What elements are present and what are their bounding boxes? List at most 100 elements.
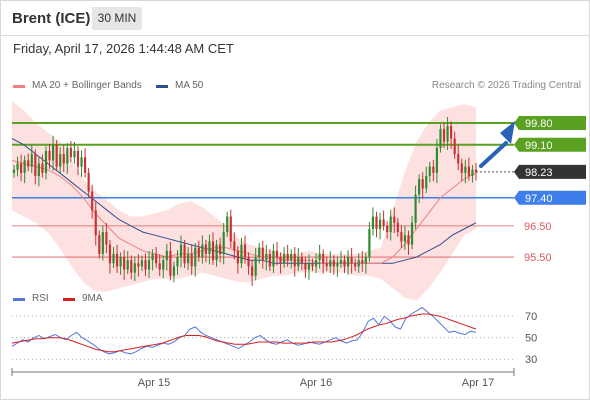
candle-body [279, 257, 282, 264]
candle-body [272, 250, 275, 267]
chart-datetime: Friday, April 17, 2026 1:44:48 AM CET [13, 41, 234, 56]
candle-body [140, 260, 144, 267]
candle-body [158, 263, 161, 270]
level-tag-99-80 [514, 115, 586, 130]
candle-body [361, 260, 364, 264]
candle-body [94, 210, 97, 236]
candle-body [293, 253, 296, 267]
candle-body [297, 257, 300, 267]
candle-body [329, 260, 332, 267]
candle-body [332, 260, 335, 267]
candle-body [403, 235, 407, 242]
candle-body [325, 263, 328, 267]
candle-body [407, 235, 410, 245]
candle-body [243, 244, 247, 258]
candle-body [73, 151, 76, 158]
candle-body [91, 191, 94, 211]
candle-body [457, 154, 460, 164]
candle-body [378, 219, 382, 229]
candle-body [460, 163, 463, 173]
candle-body [357, 260, 360, 267]
candle-body [268, 253, 271, 267]
forecast-arrow-shaft [479, 141, 508, 168]
x-tick-label-apr-16: Apr 16 [300, 377, 332, 389]
candle-body [226, 216, 229, 233]
candle-body [179, 244, 183, 258]
candle-body [261, 247, 264, 261]
candle-body [290, 253, 293, 261]
candle-body [87, 172, 90, 192]
candle-body [386, 225, 389, 233]
candle-body [396, 222, 399, 233]
ma20-legend-swatch [13, 85, 25, 88]
forecast-arrowhead [500, 121, 515, 144]
candle-body [66, 147, 69, 164]
candle-body [169, 250, 172, 276]
candle-body [55, 144, 58, 167]
ma20-legend-label: MA 20 + Bollinger Bands [32, 80, 142, 91]
x-tick-label-apr-15: Apr 15 [138, 377, 170, 389]
rsi-legend-label: RSI [32, 293, 49, 304]
candle-body [364, 257, 367, 264]
candlestick-series [12, 117, 478, 287]
candle-body [314, 260, 318, 267]
candle-body [400, 232, 403, 242]
level-label-99-80: 99.80 [525, 118, 553, 130]
candle-body [307, 263, 311, 270]
candle-body [450, 126, 453, 139]
candle-body [251, 266, 254, 276]
candle-body [219, 244, 222, 254]
candle-body [421, 179, 424, 189]
level-label-99-10: 99.10 [525, 140, 553, 152]
candle-body [211, 241, 215, 261]
candle-body [187, 253, 190, 264]
candle-body [123, 257, 126, 270]
candle-body [354, 263, 357, 267]
candle-body [282, 253, 286, 264]
rsi-ma9-line [11, 313, 477, 353]
candle-body [162, 260, 165, 270]
candle-body [130, 260, 133, 273]
candle-body [425, 175, 428, 189]
candle-body [346, 257, 350, 267]
ma9-legend-swatch [63, 298, 75, 301]
bollinger-band-area [12, 101, 476, 301]
candle-body [464, 166, 467, 173]
candle-body [69, 147, 72, 158]
candle-body [414, 194, 417, 223]
candle-body [201, 244, 204, 258]
timeframe-badge[interactable]: 30 MIN [92, 7, 142, 30]
candle-body [37, 163, 40, 176]
candle-body [115, 253, 119, 267]
candle-body [190, 253, 193, 267]
candle-body [51, 144, 55, 161]
candle-body [471, 169, 474, 176]
candle-body [446, 126, 449, 142]
chart-header: Brent (ICE) 30 MIN [0, 0, 590, 36]
candle-body [151, 253, 154, 261]
candle-body [155, 253, 158, 264]
candle-body [247, 257, 250, 267]
candle-body [197, 247, 200, 258]
candle-body [254, 257, 257, 276]
candle-body [98, 235, 101, 254]
candle-body [30, 154, 33, 167]
candle-body [12, 169, 16, 173]
candle-body [265, 253, 268, 261]
candle-body [172, 266, 176, 276]
candle-body [133, 263, 136, 273]
candle-body [126, 260, 129, 270]
candle-body [442, 129, 446, 142]
rsi-line [11, 306, 477, 355]
candle-body [467, 166, 470, 176]
level-tag-97-40 [514, 190, 586, 205]
candle-body [382, 219, 385, 226]
candle-body [304, 263, 307, 270]
candle-body [183, 244, 186, 264]
candle-body [62, 154, 65, 164]
candle-body [208, 241, 211, 254]
candle-body [350, 257, 353, 264]
candle-body [371, 216, 375, 229]
level-tag-99-10 [514, 137, 586, 152]
